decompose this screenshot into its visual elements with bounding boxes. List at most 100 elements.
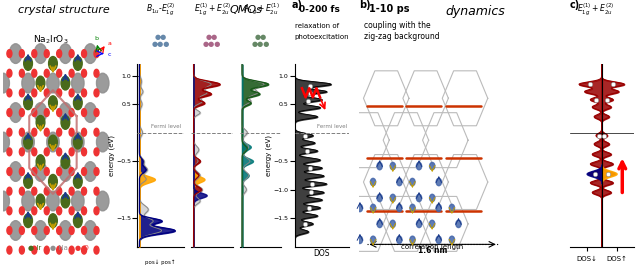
Circle shape xyxy=(82,246,87,254)
Polygon shape xyxy=(403,71,449,126)
Text: a: a xyxy=(108,41,112,46)
Circle shape xyxy=(44,246,49,254)
Text: ● Ir: ● Ir xyxy=(27,245,41,251)
Polygon shape xyxy=(344,196,389,251)
Circle shape xyxy=(84,162,96,181)
Circle shape xyxy=(24,57,33,70)
Circle shape xyxy=(84,221,96,240)
Circle shape xyxy=(390,162,396,170)
Circle shape xyxy=(94,187,99,195)
Point xyxy=(591,98,601,102)
Circle shape xyxy=(24,174,33,188)
Circle shape xyxy=(371,204,376,212)
Circle shape xyxy=(57,207,62,215)
Circle shape xyxy=(73,135,82,149)
Circle shape xyxy=(82,89,87,97)
Point xyxy=(307,182,317,186)
Point xyxy=(603,172,613,176)
Circle shape xyxy=(456,220,461,228)
Point xyxy=(594,133,604,138)
Circle shape xyxy=(36,194,45,208)
Circle shape xyxy=(44,148,49,156)
Text: crystal structure: crystal structure xyxy=(18,5,110,15)
Circle shape xyxy=(94,50,99,58)
Text: zig-zag background: zig-zag background xyxy=(364,32,440,41)
Circle shape xyxy=(417,220,422,228)
Circle shape xyxy=(19,226,24,234)
Text: $E_{1g}^{(1)}+E_{2u}^{(2)}$: $E_{1g}^{(1)}+E_{2u}^{(2)}$ xyxy=(194,2,231,18)
Circle shape xyxy=(436,178,441,186)
Circle shape xyxy=(351,220,356,228)
Point xyxy=(304,166,315,170)
Circle shape xyxy=(397,204,402,212)
Circle shape xyxy=(32,246,37,254)
Circle shape xyxy=(24,135,33,149)
Circle shape xyxy=(7,69,12,77)
Circle shape xyxy=(397,178,402,186)
Circle shape xyxy=(96,73,109,93)
Point xyxy=(300,133,310,138)
Text: correlation length: correlation length xyxy=(401,244,464,250)
Circle shape xyxy=(57,50,62,58)
Text: ●●
●●●: ●● ●●● xyxy=(203,34,221,47)
Circle shape xyxy=(44,69,49,77)
Circle shape xyxy=(44,89,49,97)
Circle shape xyxy=(377,194,382,202)
Circle shape xyxy=(69,187,74,195)
Text: $A_{1g}+E_{2u}^{(1)}$: $A_{1g}+E_{2u}^{(1)}$ xyxy=(242,2,279,17)
Circle shape xyxy=(57,226,62,234)
Circle shape xyxy=(429,162,435,170)
Circle shape xyxy=(82,187,87,195)
Circle shape xyxy=(47,132,59,152)
Circle shape xyxy=(44,50,49,58)
Circle shape xyxy=(47,73,59,93)
Circle shape xyxy=(449,204,454,212)
Circle shape xyxy=(19,187,24,195)
Circle shape xyxy=(44,187,49,195)
Circle shape xyxy=(10,162,22,181)
Text: Fermi level: Fermi level xyxy=(151,124,182,129)
Circle shape xyxy=(44,207,49,215)
X-axis label: DOS: DOS xyxy=(314,249,330,258)
Circle shape xyxy=(7,148,12,156)
Circle shape xyxy=(32,207,37,215)
Y-axis label: energy (eV): energy (eV) xyxy=(265,135,272,176)
Text: pos↓ pos↑: pos↓ pos↑ xyxy=(145,259,175,265)
Circle shape xyxy=(32,50,37,58)
Circle shape xyxy=(69,168,74,176)
Circle shape xyxy=(429,220,434,228)
Circle shape xyxy=(82,226,87,234)
Circle shape xyxy=(7,168,12,176)
Circle shape xyxy=(0,132,10,152)
Circle shape xyxy=(94,148,99,156)
Circle shape xyxy=(48,96,57,110)
Circle shape xyxy=(82,69,87,77)
Circle shape xyxy=(7,246,12,254)
Circle shape xyxy=(7,226,12,234)
Circle shape xyxy=(7,50,12,58)
Circle shape xyxy=(24,214,33,228)
Circle shape xyxy=(82,168,87,176)
Circle shape xyxy=(22,73,34,93)
Point xyxy=(306,190,316,195)
Circle shape xyxy=(82,109,87,117)
Circle shape xyxy=(32,226,37,234)
Text: c): c) xyxy=(570,0,580,10)
Polygon shape xyxy=(442,71,488,126)
Circle shape xyxy=(84,44,96,64)
Circle shape xyxy=(10,221,22,240)
Circle shape xyxy=(44,168,49,176)
Circle shape xyxy=(71,73,84,93)
Circle shape xyxy=(69,89,74,97)
Point xyxy=(305,84,315,88)
Point xyxy=(585,82,595,86)
Circle shape xyxy=(94,246,99,254)
Circle shape xyxy=(390,220,396,228)
Point xyxy=(590,172,600,176)
Circle shape xyxy=(71,191,84,211)
Circle shape xyxy=(57,168,62,176)
Circle shape xyxy=(371,178,376,186)
Text: c: c xyxy=(108,51,111,57)
Circle shape xyxy=(48,57,57,70)
Circle shape xyxy=(7,89,12,97)
